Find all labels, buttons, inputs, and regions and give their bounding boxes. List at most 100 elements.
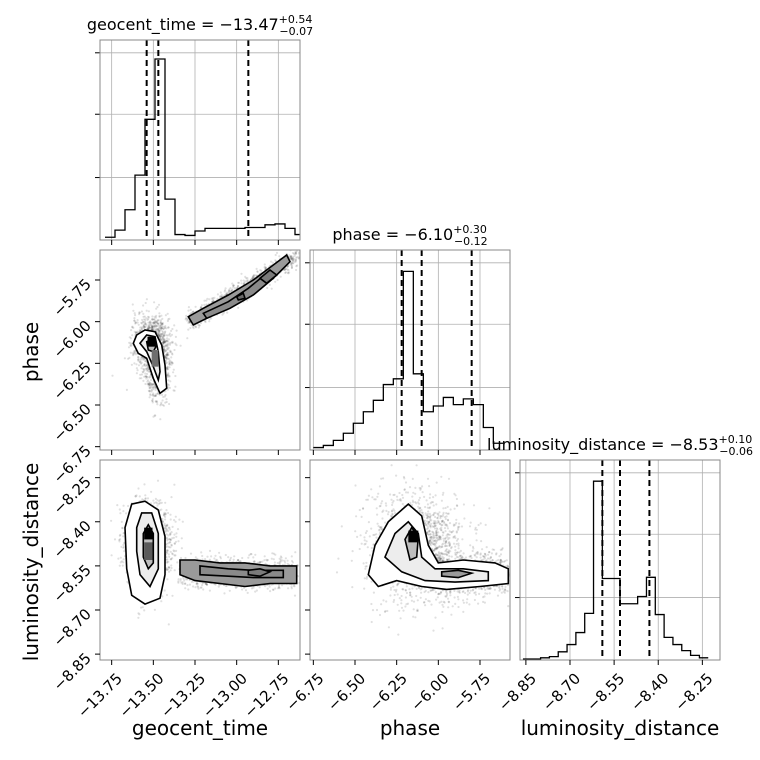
sample-point bbox=[140, 322, 143, 325]
sample-point bbox=[148, 370, 151, 373]
sample-point bbox=[158, 336, 162, 339]
sample-point bbox=[156, 321, 159, 324]
sample-point bbox=[166, 551, 169, 554]
sample-point bbox=[220, 293, 223, 296]
sample-point bbox=[153, 383, 156, 386]
sample-point bbox=[148, 382, 151, 385]
sample-point bbox=[166, 351, 169, 354]
sample-point bbox=[187, 321, 190, 324]
histogram-panel-geocent_time bbox=[95, 39, 301, 241]
sample-point bbox=[231, 289, 234, 292]
sample-point bbox=[148, 324, 151, 327]
sample-point bbox=[157, 392, 160, 396]
sample-point bbox=[244, 280, 247, 283]
sample-point bbox=[210, 317, 213, 320]
sample-point bbox=[131, 303, 134, 306]
sample-point bbox=[294, 260, 297, 263]
sample-point bbox=[290, 261, 293, 264]
sample-point bbox=[155, 325, 158, 328]
sample-point bbox=[131, 325, 134, 328]
sample-point bbox=[167, 353, 170, 356]
sample-point bbox=[233, 287, 237, 290]
sample-point bbox=[168, 342, 171, 345]
sample-point bbox=[137, 358, 140, 361]
density-peak bbox=[151, 350, 159, 367]
sample-point bbox=[140, 329, 143, 332]
sample-point bbox=[131, 334, 134, 337]
sample-point bbox=[189, 552, 193, 555]
sample-point bbox=[167, 318, 170, 321]
sample-point bbox=[274, 280, 277, 283]
sample-point bbox=[140, 310, 143, 313]
sample-point bbox=[161, 336, 164, 339]
sample-point bbox=[210, 300, 214, 303]
sample-point bbox=[119, 561, 122, 564]
sample-point bbox=[138, 613, 141, 616]
sample-point bbox=[160, 332, 164, 336]
sample-point bbox=[271, 261, 274, 264]
sample-point bbox=[269, 590, 272, 593]
sample-point bbox=[186, 337, 189, 340]
sample-point bbox=[277, 585, 280, 588]
sample-point bbox=[144, 325, 147, 328]
sample-point bbox=[167, 511, 170, 515]
sample-point bbox=[146, 315, 150, 318]
title-lower-error: −0.06 bbox=[719, 445, 753, 458]
sample-point bbox=[149, 323, 152, 326]
sample-point bbox=[174, 540, 178, 543]
sample-point bbox=[118, 508, 121, 511]
sample-point bbox=[171, 353, 174, 356]
sample-point bbox=[153, 321, 156, 324]
sample-point bbox=[159, 320, 162, 323]
sample-point bbox=[154, 394, 157, 398]
sample-point bbox=[166, 339, 169, 342]
sample-point bbox=[160, 333, 164, 336]
sample-point bbox=[166, 368, 169, 371]
sample-point bbox=[170, 564, 173, 567]
sample-point bbox=[169, 335, 172, 338]
sample-point bbox=[164, 501, 167, 504]
sample-point bbox=[158, 327, 161, 330]
sample-point bbox=[160, 327, 163, 330]
sample-point bbox=[291, 257, 294, 260]
sample-point bbox=[159, 499, 162, 502]
sample-point bbox=[165, 398, 168, 401]
sample-point bbox=[212, 298, 215, 301]
sample-point bbox=[143, 327, 146, 330]
sample-point bbox=[151, 383, 154, 386]
sample-point bbox=[211, 297, 215, 300]
sample-point bbox=[159, 502, 162, 505]
sample-point bbox=[163, 522, 166, 525]
sample-point bbox=[294, 251, 297, 254]
sample-point bbox=[191, 311, 194, 314]
sample-point bbox=[134, 331, 137, 334]
sample-point bbox=[142, 325, 145, 328]
sample-point bbox=[110, 554, 113, 557]
sample-point bbox=[136, 319, 139, 322]
sample-point bbox=[256, 561, 259, 564]
sample-point bbox=[118, 564, 121, 567]
sample-point bbox=[289, 263, 292, 266]
density-contour bbox=[235, 292, 247, 301]
sample-point bbox=[155, 321, 159, 324]
sample-point bbox=[178, 518, 181, 521]
sample-point bbox=[168, 362, 171, 365]
sample-point bbox=[146, 370, 149, 373]
sample-point bbox=[151, 327, 154, 330]
sample-point bbox=[162, 512, 166, 516]
sample-point bbox=[143, 363, 146, 366]
sample-point bbox=[166, 357, 169, 360]
sample-point bbox=[135, 367, 138, 370]
sample-point bbox=[140, 377, 143, 380]
sample-point bbox=[234, 585, 237, 589]
sample-point bbox=[236, 286, 239, 289]
sample-point bbox=[117, 557, 120, 560]
sample-point bbox=[188, 320, 191, 323]
x-tick-label: −8.70 bbox=[539, 670, 584, 715]
sample-point bbox=[181, 582, 184, 586]
sample-point bbox=[145, 377, 148, 380]
sample-point bbox=[167, 526, 170, 529]
sample-point bbox=[165, 343, 168, 346]
panel-frame bbox=[99, 39, 301, 241]
sample-point bbox=[160, 327, 164, 330]
